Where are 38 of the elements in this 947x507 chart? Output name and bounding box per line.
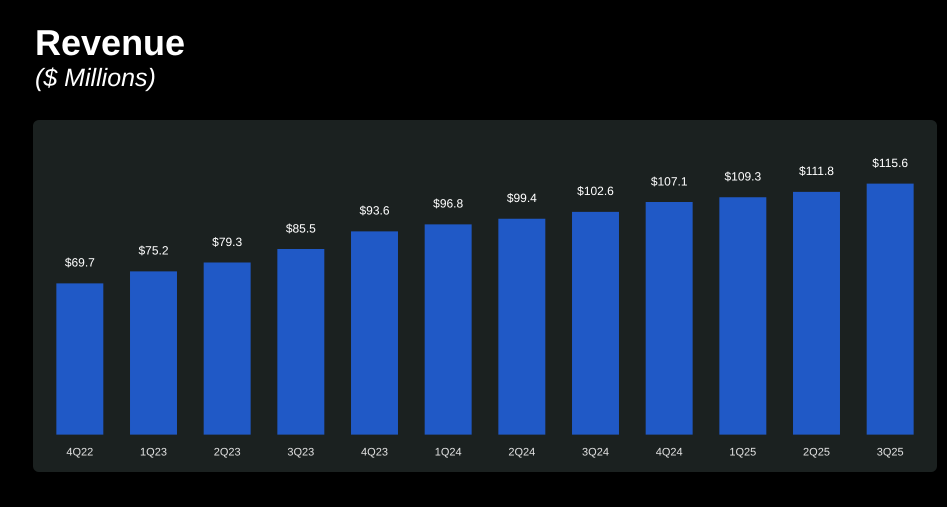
x-tick-label: 2Q24 <box>508 446 536 458</box>
bar <box>351 231 398 435</box>
data-label: $69.7 <box>64 256 96 270</box>
data-label: $75.2 <box>138 244 169 258</box>
x-tick-label: 4Q23 <box>361 446 388 458</box>
data-label: $96.8 <box>433 196 464 211</box>
data-label: $102.6 <box>577 184 614 198</box>
data-label: $109.3 <box>724 170 762 184</box>
data-label: $107.1 <box>650 174 688 188</box>
x-tick-label: 1Q23 <box>140 446 167 458</box>
x-tick-label: 3Q25 <box>876 446 904 458</box>
data-label: $79.3 <box>212 234 243 249</box>
bar <box>866 184 914 435</box>
bar <box>56 283 104 435</box>
data-label: $115.6 <box>872 156 908 170</box>
x-tick-label: 4Q24 <box>656 446 683 458</box>
bar <box>204 262 251 435</box>
bar <box>719 197 766 435</box>
bar <box>424 224 472 435</box>
chart-title: Revenue <box>35 22 186 64</box>
x-tick-label: 1Q25 <box>729 446 756 458</box>
x-tick-label: 3Q23 <box>287 446 314 458</box>
bar <box>572 212 619 435</box>
x-tick-label: 2Q23 <box>214 446 241 458</box>
x-tick-label: 1Q24 <box>434 446 462 458</box>
data-label: $111.8 <box>799 164 834 178</box>
x-tick-label: 3Q24 <box>582 446 609 458</box>
x-tick-label: 4Q22 <box>66 446 94 458</box>
data-label: $93.6 <box>359 204 390 218</box>
bar <box>130 271 177 435</box>
bar <box>277 248 324 435</box>
data-label: $99.4 <box>506 191 538 206</box>
data-label: $85.5 <box>286 221 316 236</box>
bar <box>793 192 840 435</box>
x-tick-label: 2Q25 <box>803 446 830 458</box>
bar <box>646 202 693 435</box>
bar <box>498 218 546 435</box>
chart-subtitle: ($ Millions) <box>35 64 156 93</box>
